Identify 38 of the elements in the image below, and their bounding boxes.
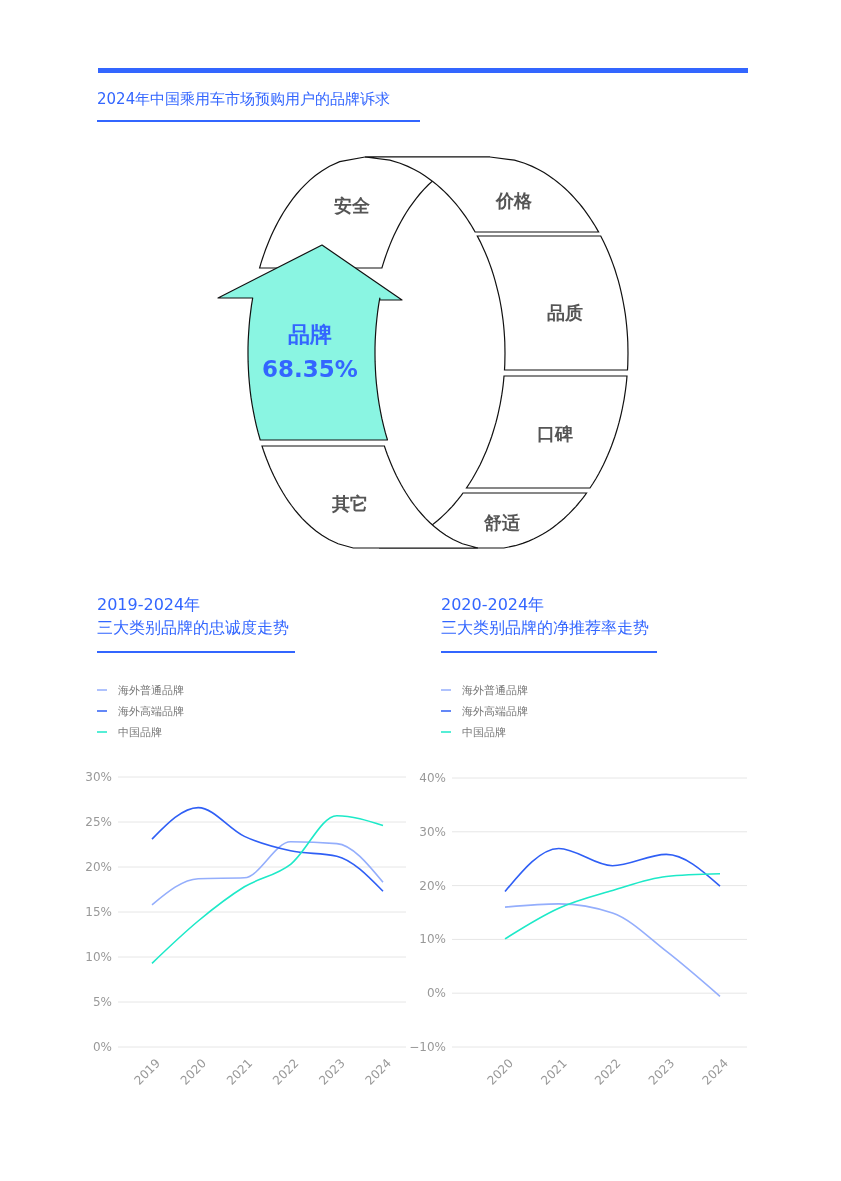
category-label: 其它 [331, 492, 368, 514]
category-label: 口碑 [537, 422, 573, 444]
chart-title: 2019-2024年 [97, 595, 201, 614]
y-tick-label: −10% [409, 1040, 446, 1054]
chart-subtitle: 三大类别品牌的净推荐率走势 [441, 618, 649, 637]
y-tick-label: 30% [85, 770, 112, 784]
line-series [151, 806, 384, 893]
y-tick-label: 10% [419, 932, 446, 947]
legend-label: 中国品牌 [462, 725, 506, 739]
y-tick-label: 40% [419, 771, 446, 785]
text: 2024年中国乘用车市场预购用户的品牌诉求 [97, 90, 391, 108]
y-tick-label: 20% [419, 878, 446, 893]
text: 68.35% [262, 356, 358, 382]
y-tick-label: 0% [426, 986, 446, 1001]
y-tick-label: 30% [419, 824, 446, 839]
category-label: 价格 [495, 189, 533, 211]
chart-subtitle: 三大类别品牌的忠诚度走势 [97, 618, 289, 637]
line-series [151, 814, 384, 965]
category-label: 品质 [547, 301, 583, 323]
category-label: 舒适 [483, 511, 520, 533]
category-label: 安全 [334, 194, 371, 216]
category-label: 品牌 [288, 321, 332, 347]
y-tick-label: 5% [92, 995, 112, 1009]
legend-label: 海外普通品牌 [462, 683, 528, 697]
line-series [504, 903, 721, 998]
line-series [151, 841, 384, 906]
chart-title: 2020-2024年 [441, 595, 545, 614]
legend-label: 海外高端品牌 [118, 704, 184, 718]
legend-label: 海外普通品牌 [118, 683, 184, 697]
y-tick-label: 15% [85, 905, 112, 919]
legend-label: 海外高端品牌 [462, 704, 528, 718]
y-tick-label: 0% [92, 1040, 112, 1054]
line-series [504, 847, 721, 893]
line-series [504, 872, 721, 940]
y-tick-label: 25% [85, 815, 112, 829]
y-tick-label: 10% [85, 950, 112, 964]
y-tick-label: 20% [85, 860, 112, 874]
legend-label: 中国品牌 [118, 725, 162, 739]
